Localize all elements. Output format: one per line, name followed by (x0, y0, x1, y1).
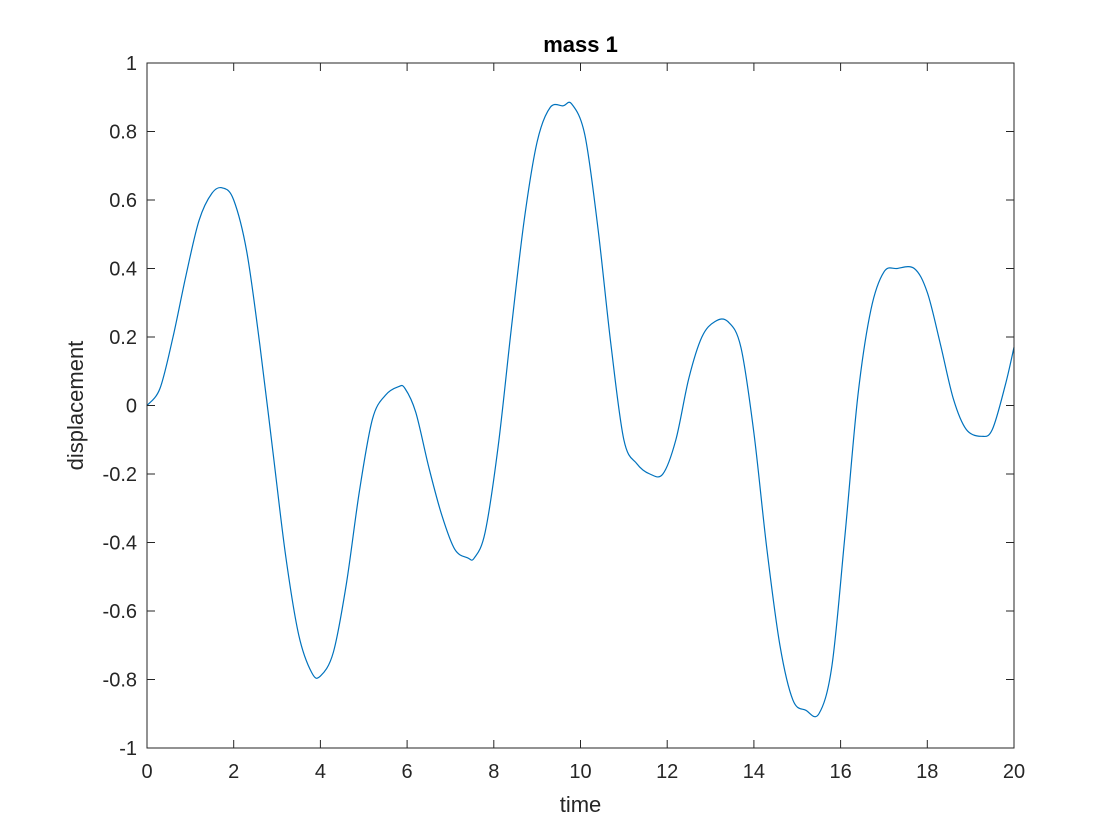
x-tick-label: 20 (1003, 761, 1025, 783)
x-tick-label: 6 (402, 761, 413, 783)
x-tick-label: 2 (228, 761, 239, 783)
series-layer (146, 101, 1015, 718)
x-tick-label: 14 (743, 761, 765, 783)
y-tick-label: -0.8 (103, 670, 137, 692)
y-tick-label: 0.8 (109, 122, 137, 144)
plot-area (147, 63, 1014, 748)
y-tick-label: -0.6 (103, 601, 137, 623)
x-tick-label: 16 (829, 761, 851, 783)
y-axis-title: displacement (63, 341, 88, 471)
tick-layer: 0 2 4 6 8 10 12 14 16 18 20 -1 -0.8 -0.6 -0.4 -0.2 0 0.2 0… (103, 53, 1026, 783)
y-tick-label: -1 (119, 738, 137, 760)
x-tick-label: 4 (315, 761, 326, 783)
chart-title: mass 1 (543, 32, 618, 57)
series-line (146, 101, 1015, 718)
y-tick-label: 0 (126, 396, 137, 418)
y-tick-label: 0.4 (109, 259, 137, 281)
y-tick-label: 1 (126, 53, 137, 75)
y-tick-label: 0.6 (109, 190, 137, 212)
x-tick-label: 12 (656, 761, 678, 783)
x-tick-label: 10 (569, 761, 591, 783)
x-axis-title: time (560, 792, 602, 817)
y-tick-label: 0.2 (109, 327, 137, 349)
x-tick-label: 18 (916, 761, 938, 783)
y-tick-label: -0.4 (103, 533, 137, 555)
y-tick-label: -0.2 (103, 464, 137, 486)
x-tick-label: 0 (141, 761, 152, 783)
x-tick-label: 8 (488, 761, 499, 783)
